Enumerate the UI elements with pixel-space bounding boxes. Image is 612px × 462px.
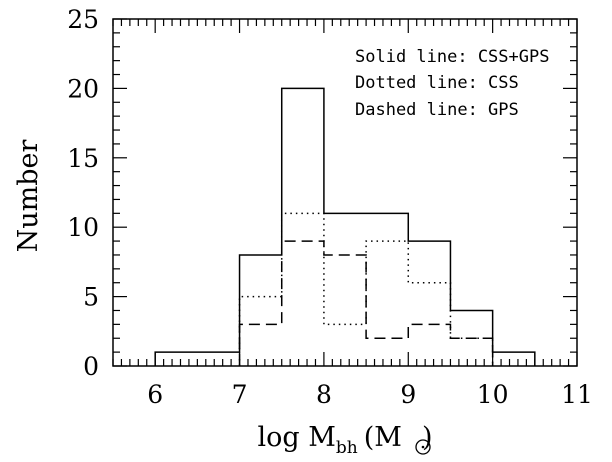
x-axis-label-main: log M (258, 422, 336, 453)
legend: Solid line: CSS+GPS Dotted line: CSS Das… (355, 47, 549, 120)
legend-entry-dotted: Dotted line: CSS (355, 73, 519, 93)
x-tick-label: 9 (400, 380, 416, 409)
y-axis-label: Number (13, 140, 44, 253)
x-axis-label-unit-close: ) (422, 422, 433, 453)
series-dashed-line (238, 240, 494, 366)
x-tick-label: 11 (561, 380, 593, 409)
legend-entry-dashed: Dashed line: GPS (355, 100, 519, 120)
x-axis-label: log Mbh (M) (258, 422, 433, 458)
histogram-series (154, 87, 536, 366)
y-tick-label: 25 (67, 5, 99, 34)
sun-symbol-icon (415, 439, 431, 455)
x-tick-label: 7 (232, 380, 248, 409)
x-axis-label-unit-open: (M (364, 422, 402, 453)
legend-entry-solid: Solid line: CSS+GPS (355, 47, 549, 67)
series-dotted-line (238, 212, 494, 366)
plot-frame (112, 18, 578, 367)
axis-ticks (112, 18, 578, 367)
y-tick-label: 10 (67, 213, 99, 242)
x-tick-label: 8 (316, 380, 332, 409)
x-tick-label: 10 (477, 380, 509, 409)
y-tick-label: 0 (83, 352, 99, 381)
x-tick-label: 6 (147, 380, 163, 409)
y-tick-label: 15 (67, 144, 99, 173)
y-tick-label: 5 (83, 283, 99, 312)
axis-tick-labels: 6 7 8 9 10 11 0 5 10 15 20 25 (67, 5, 593, 409)
x-axis-label-sub: bh (336, 438, 358, 458)
y-tick-label: 20 (67, 74, 99, 103)
series-solid-line (154, 87, 536, 366)
